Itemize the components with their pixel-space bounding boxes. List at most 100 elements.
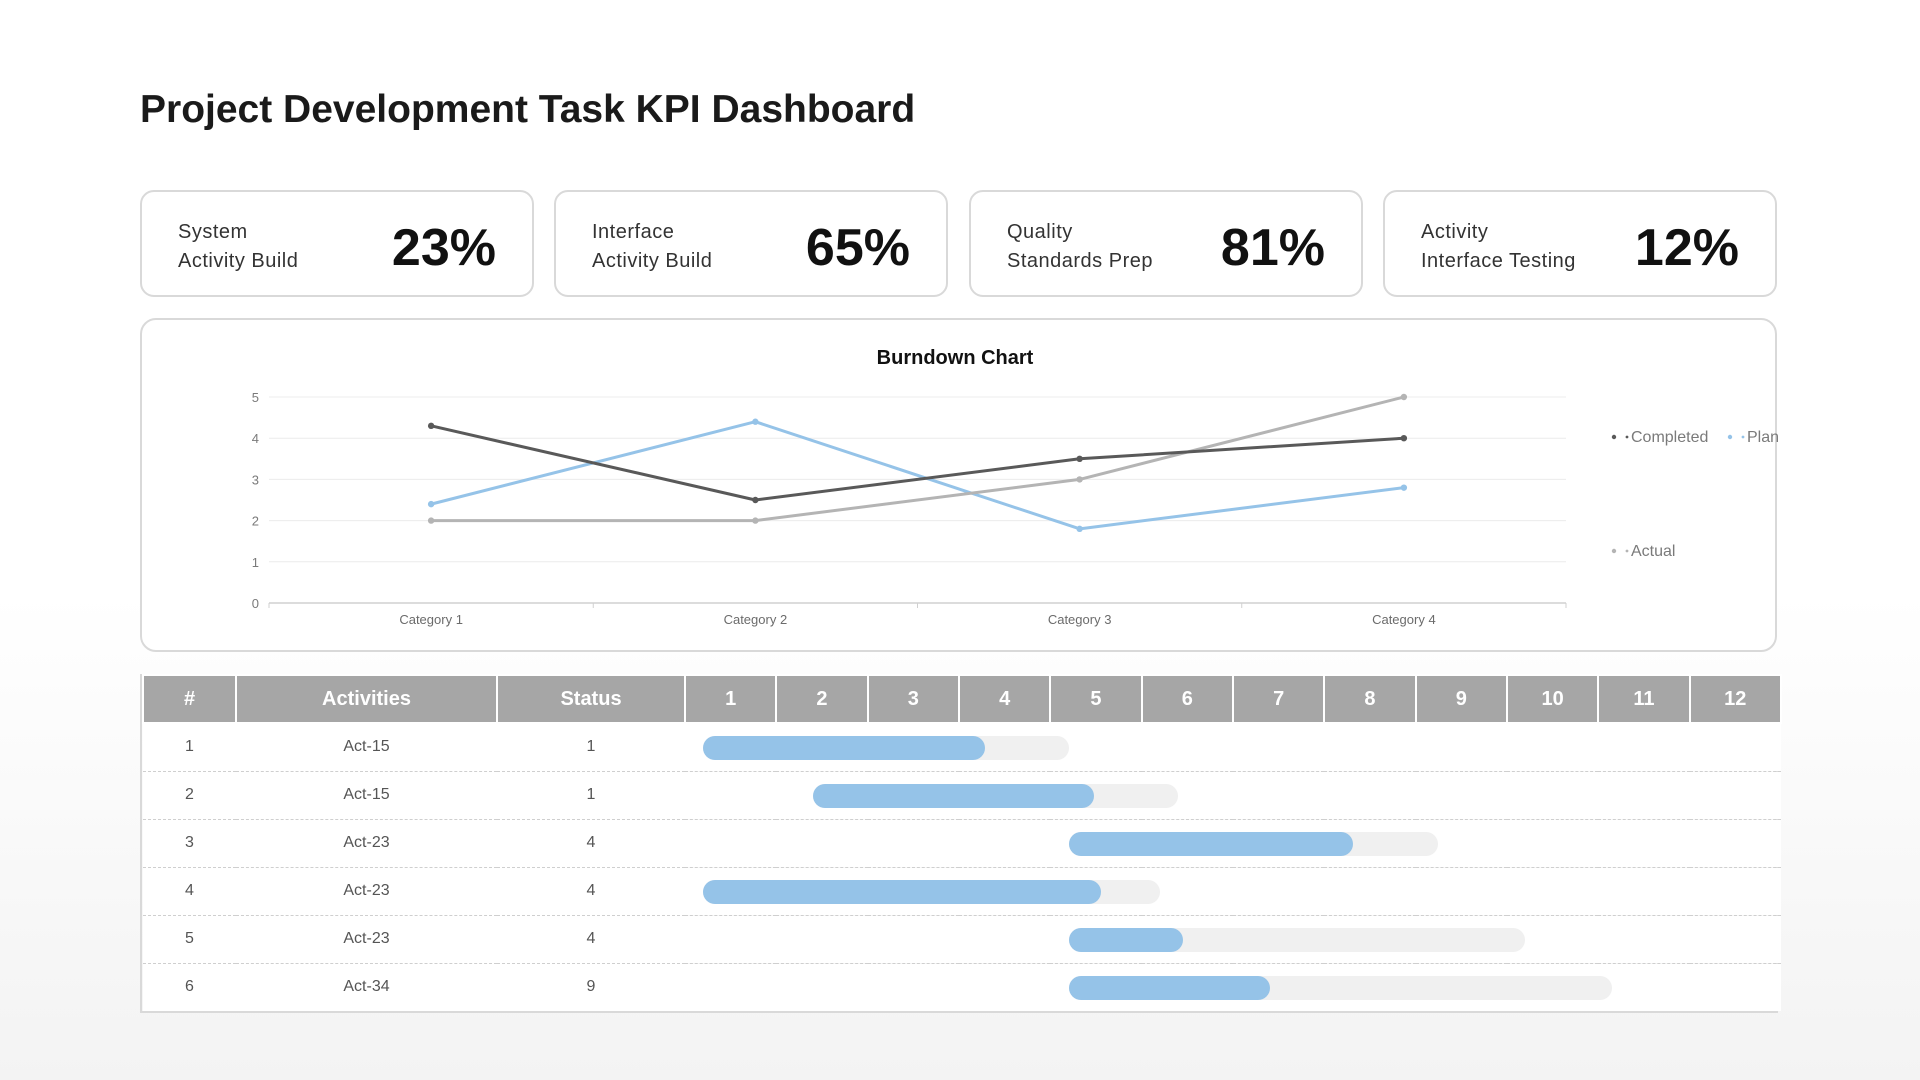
legend-marker-planned xyxy=(1727,434,1733,440)
x-tick-label: Category 1 xyxy=(399,612,463,627)
data-point-planned xyxy=(427,500,435,508)
table-header-row: # Activities Status 1 2 3 4 5 6 7 8 9 10 11 12 xyxy=(142,674,1782,724)
gantt-bar-progress xyxy=(1068,975,1270,1000)
kpi-label-line1: Interface xyxy=(592,221,675,243)
kpi-value: 65% xyxy=(805,219,910,277)
column-header-period-11: 11 xyxy=(1597,674,1691,724)
activity-name: Act-34 xyxy=(236,963,497,1011)
legend-label-completed: Completed xyxy=(1631,429,1708,446)
activity-name: Act-15 xyxy=(236,723,497,772)
gantt-bar-progress xyxy=(1068,927,1183,952)
table-row: 1 Act-15 1 xyxy=(143,723,1781,772)
kpi-card-interface-activity-build: Interface Activity Build 65% xyxy=(554,190,948,297)
timeline-cell xyxy=(685,723,1781,772)
timeline-cell xyxy=(685,867,1781,916)
row-number: 6 xyxy=(143,963,236,1011)
column-header-period-8: 8 xyxy=(1323,674,1417,724)
status-value: 1 xyxy=(497,723,685,772)
kpi-label: Quality Standards Prep xyxy=(1007,218,1153,276)
legend-label-actual: Actual xyxy=(1631,543,1675,560)
data-point-completed xyxy=(1076,455,1083,462)
column-header-period-1: 1 xyxy=(683,674,778,724)
column-header-period-3: 3 xyxy=(866,674,960,724)
column-header-period-12: 12 xyxy=(1688,674,1782,724)
gantt-bar-progress xyxy=(812,783,1095,808)
column-header-period-4: 4 xyxy=(957,674,1052,724)
activity-name: Act-23 xyxy=(236,819,497,868)
table-frame: # Activities Status 1 2 3 4 5 6 7 8 9 10 11 12 1 Act-15… xyxy=(140,674,1782,1013)
kpi-label-line2: Interface Testing xyxy=(1421,250,1576,272)
row-number: 2 xyxy=(143,771,236,820)
y-tick-label: 0 xyxy=(252,596,259,611)
legend-marker-completed xyxy=(1611,434,1617,440)
legend-marker-dot xyxy=(1625,549,1629,553)
status-value: 1 xyxy=(497,771,685,820)
kpi-label-line2: Activity Build xyxy=(178,250,299,272)
data-point-planned xyxy=(1400,484,1408,491)
data-point-completed xyxy=(1400,435,1408,442)
table-row: 5 Act-23 4 xyxy=(143,915,1781,964)
activity-name: Act-15 xyxy=(236,771,497,820)
burndown-chart-panel: Burndown Chart 0 1 2 3 4 5 Category 1 Category 2… xyxy=(140,318,1779,652)
x-tick-label: Category 2 xyxy=(724,612,788,627)
kpi-label: Interface Activity Build xyxy=(592,218,712,276)
table-row: 4 Act-23 4 xyxy=(143,867,1781,916)
row-number: 5 xyxy=(143,915,236,964)
y-tick-label: 1 xyxy=(252,555,259,570)
data-point-completed xyxy=(427,422,435,430)
column-header-period-7: 7 xyxy=(1231,674,1326,724)
kpi-label-line1: Activity xyxy=(1421,221,1489,243)
timeline-cell xyxy=(685,915,1781,964)
data-point-actual xyxy=(427,517,435,524)
y-tick-label: 3 xyxy=(252,472,259,487)
series-line-actual xyxy=(431,395,1405,523)
data-point-actual xyxy=(1076,476,1083,483)
column-header-period-5: 5 xyxy=(1049,674,1143,724)
legend-label-planned: Planned xyxy=(1747,429,1779,446)
kpi-card-activity-interface-testing: Activity Interface Testing 12% xyxy=(1383,190,1777,297)
data-point-completed xyxy=(752,496,759,504)
column-header-number: # xyxy=(142,674,237,724)
data-point-actual xyxy=(1400,393,1408,401)
status-value: 4 xyxy=(497,915,685,964)
timeline-cell xyxy=(685,819,1781,868)
y-tick-label: 5 xyxy=(252,390,259,405)
gantt-bar-progress xyxy=(703,736,985,760)
x-tick-label: Category 4 xyxy=(1372,612,1436,627)
column-header-period-9: 9 xyxy=(1414,674,1508,724)
chart-title: Burndown Chart xyxy=(877,347,1034,369)
legend-marker-dot xyxy=(1625,435,1629,439)
column-header-activities: Activities xyxy=(235,674,498,724)
table-row: 3 Act-23 4 xyxy=(143,819,1781,868)
legend-marker-dot xyxy=(1741,435,1745,439)
kpi-value: 23% xyxy=(391,219,496,277)
page-title: Project Development Task KPI Dashboard xyxy=(140,88,916,131)
kpi-label-line1: Quality xyxy=(1007,221,1073,243)
column-header-period-6: 6 xyxy=(1140,674,1234,724)
series-line-completed xyxy=(430,424,1404,502)
kpi-card-quality-standards-prep: Quality Standards Prep 81% xyxy=(969,190,1363,297)
kpi-label-line1: System xyxy=(178,221,248,243)
burndown-chart: Burndown Chart 0 1 2 3 4 5 Category 1 Category 2… xyxy=(252,347,1779,627)
table-row: 2 Act-15 1 xyxy=(143,771,1781,820)
table-row: 6 Act-34 9 xyxy=(143,963,1781,1011)
kpi-label: System Activity Build xyxy=(178,218,298,276)
column-header-period-10: 10 xyxy=(1505,674,1600,724)
kpi-label: Activity Interface Testing xyxy=(1421,218,1576,276)
row-number: 4 xyxy=(143,867,236,916)
gantt-bar-progress xyxy=(703,879,1101,904)
kpi-value: 81% xyxy=(1220,219,1325,277)
kpi-value: 12% xyxy=(1634,219,1739,277)
row-number: 3 xyxy=(143,819,236,868)
timeline-cell xyxy=(685,963,1781,1011)
status-value: 4 xyxy=(497,819,685,868)
kpi-card-system-activity-build: System Activity Build 23% xyxy=(140,190,534,297)
kpi-label-line2: Activity Build xyxy=(592,250,713,272)
data-point-planned xyxy=(1076,525,1083,533)
y-tick-label: 2 xyxy=(252,514,259,529)
row-number: 1 xyxy=(143,723,236,772)
status-value: 4 xyxy=(497,867,685,916)
legend-marker-actual xyxy=(1611,548,1617,554)
activity-name: Act-23 xyxy=(236,915,497,964)
y-tick-label: 4 xyxy=(252,431,259,446)
